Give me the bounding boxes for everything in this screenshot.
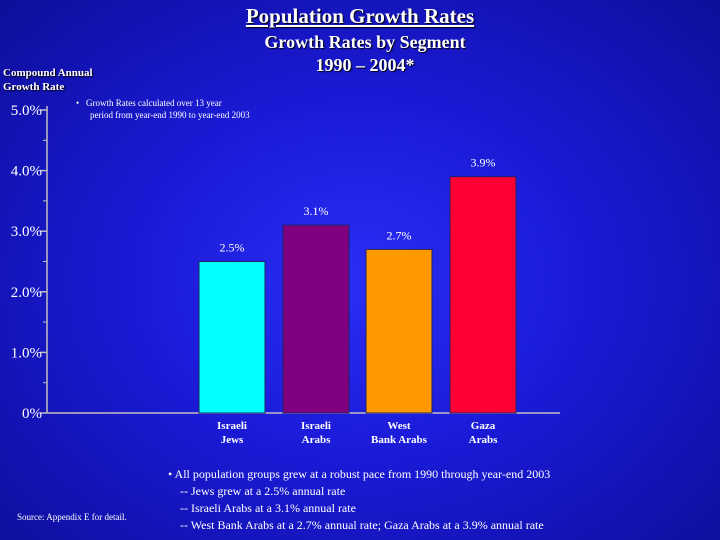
y-axis-title-line-1: Compound Annual bbox=[3, 67, 93, 79]
chart-subtitle: Growth Rates by Segment 1990 – 2004* bbox=[200, 31, 530, 77]
x-category-label: Israeli bbox=[217, 420, 247, 432]
bar bbox=[282, 224, 350, 414]
x-category-label: Arabs bbox=[302, 434, 331, 446]
y-axis-title-line-2: Growth Rate bbox=[3, 81, 65, 93]
y-tick-label: 4.0% bbox=[11, 164, 42, 180]
y-tick-label: 0% bbox=[22, 406, 42, 422]
summary-notes: • All population groups grew at a robust… bbox=[168, 466, 550, 534]
source-note: Source: Appendix E for detail. bbox=[17, 512, 127, 522]
subtitle-line-1: Growth Rates by Segment bbox=[264, 32, 466, 52]
y-axis-title: Compound Annual Growth Rate bbox=[3, 66, 93, 94]
x-category-label: Arabs bbox=[469, 434, 498, 446]
bar bbox=[449, 176, 517, 414]
footnote: • Growth Rates calculated over 13 year p… bbox=[76, 97, 300, 121]
summary-line-west-bank-gaza: -- West Bank Arabs at a 2.7% annual rate… bbox=[180, 518, 544, 532]
summary-bullet: • All population groups grew at a robust… bbox=[168, 467, 551, 481]
x-category-label: Gaza bbox=[471, 420, 496, 432]
summary-line-israeli-arabs: -- Israeli Arabs at a 3.1% annual rate bbox=[180, 501, 356, 515]
bar bbox=[198, 261, 266, 414]
y-tick-label: 3.0% bbox=[11, 224, 42, 240]
footnote-bullet: • bbox=[76, 98, 80, 108]
x-category-label: Israeli bbox=[301, 420, 331, 432]
chart-title: Population Growth Rates bbox=[245, 4, 475, 28]
x-category-label: Jews bbox=[221, 434, 244, 446]
x-category-label: Bank Arabs bbox=[371, 434, 428, 446]
footnote-line-2: period from year-end 1990 to year-end 20… bbox=[90, 110, 250, 120]
y-tick-label: 2.0% bbox=[11, 285, 42, 301]
summary-line-jews: -- Jews grew at a 2.5% annual rate bbox=[180, 484, 346, 498]
footnote-line-1: Growth Rates calculated over 13 year bbox=[86, 98, 222, 108]
bar-value-label: 3.9% bbox=[471, 156, 496, 170]
y-tick-label: 5.0% bbox=[11, 103, 42, 119]
bar-value-label: 3.1% bbox=[304, 204, 329, 218]
bar bbox=[365, 248, 433, 414]
bar-value-label: 2.7% bbox=[387, 228, 412, 242]
y-tick-label: 1.0% bbox=[11, 345, 42, 361]
bar-value-label: 2.5% bbox=[220, 241, 245, 255]
x-category-label: West bbox=[387, 420, 411, 432]
subtitle-line-2: 1990 – 2004* bbox=[315, 55, 415, 75]
